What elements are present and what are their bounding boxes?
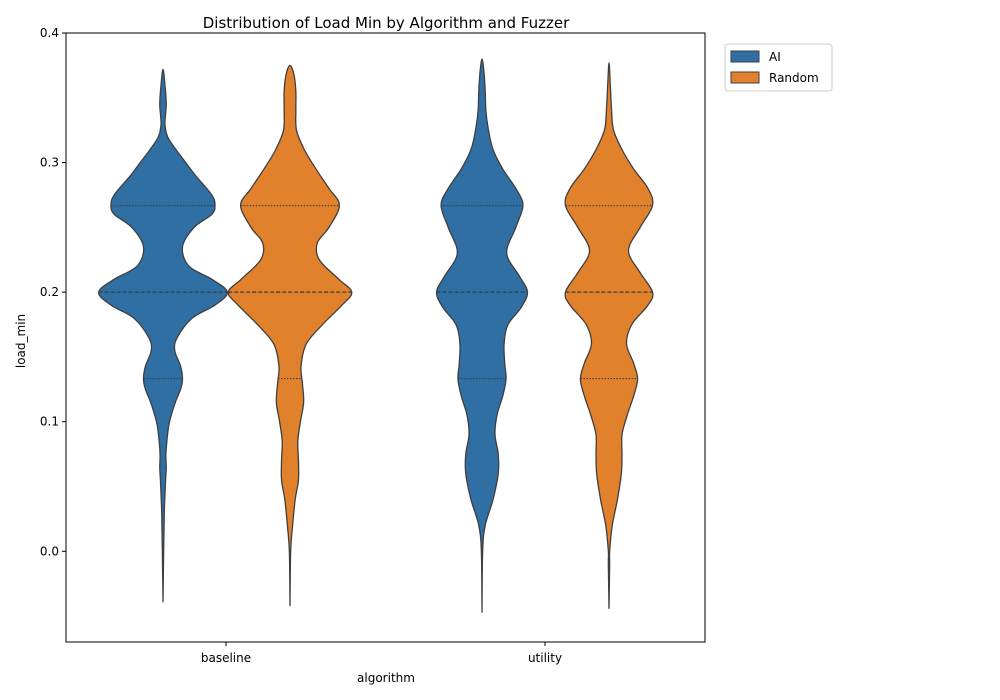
x-axis-label: algorithm xyxy=(357,671,415,685)
x-tick-label: baseline xyxy=(201,651,251,665)
violin-random-utility xyxy=(564,62,654,609)
legend-label-ai: AI xyxy=(769,50,781,64)
legend: AI Random xyxy=(724,43,833,92)
y-tick-label: 0.2 xyxy=(40,285,59,299)
axes: 0.0 0.1 0.2 0.3 0.4 baseline utility xyxy=(40,26,706,665)
legend-swatch-random xyxy=(730,71,760,84)
violin-ai-baseline xyxy=(98,68,228,603)
y-tick-label: 0.4 xyxy=(40,26,59,40)
y-tick-label: 0.3 xyxy=(40,156,59,170)
x-tick-label: utility xyxy=(528,651,562,665)
legend-label-random: Random xyxy=(769,71,819,85)
plot-area xyxy=(98,58,654,613)
y-tick-label: 0.1 xyxy=(40,415,59,429)
chart-title: Distribution of Load Min by Algorithm an… xyxy=(203,14,570,32)
legend-swatch-ai xyxy=(730,50,760,63)
violin-ai-utility xyxy=(435,58,529,613)
axes-frame xyxy=(65,32,706,643)
violin-random-baseline xyxy=(227,64,353,607)
y-axis-label: load_min xyxy=(14,314,28,368)
y-tick-label: 0.0 xyxy=(40,544,59,558)
